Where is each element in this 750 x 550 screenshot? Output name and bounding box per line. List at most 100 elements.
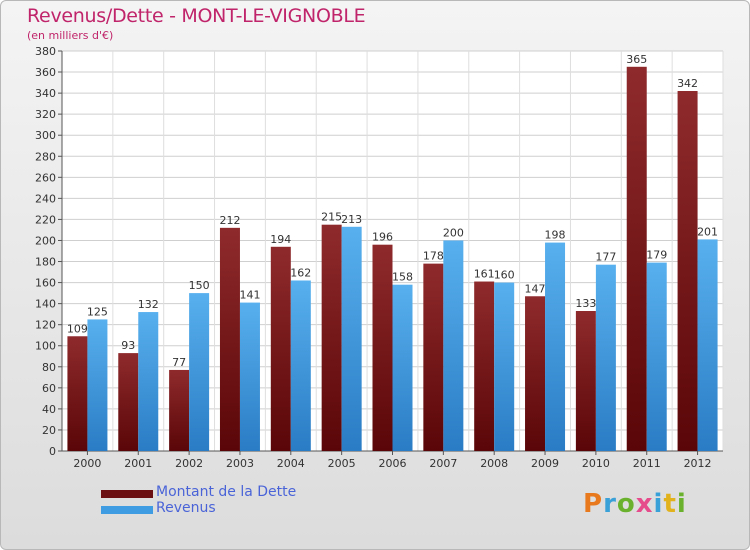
bar-debt — [118, 353, 139, 451]
data-label-debt: 212 — [219, 214, 240, 227]
y-tick-label: 200 — [35, 234, 56, 247]
data-label-revenue: 213 — [341, 213, 362, 226]
bar-debt — [67, 336, 88, 451]
x-tick-label: 2004 — [277, 457, 305, 470]
bar-revenue — [392, 284, 413, 451]
logo-letter: r — [603, 489, 617, 519]
bar-debt — [372, 244, 393, 451]
legend-swatch-revenue — [101, 506, 153, 514]
bar-revenue — [646, 262, 667, 451]
y-tick-label: 160 — [35, 277, 56, 290]
legend-label-revenue: Revenus — [156, 500, 216, 516]
bar-debt — [219, 227, 240, 451]
data-label-revenue: 201 — [697, 225, 718, 238]
x-tick-label: 2000 — [73, 457, 101, 470]
bar-debt — [270, 246, 291, 451]
bar-debt — [169, 369, 190, 451]
x-tick-label: 2002 — [175, 457, 203, 470]
y-tick-label: 260 — [35, 171, 56, 184]
y-tick-label: 380 — [35, 45, 56, 58]
bar-debt — [423, 263, 444, 451]
chart-subtitle: (en milliers d'€) — [27, 29, 114, 42]
y-tick-label: 20 — [42, 424, 56, 437]
data-label-debt: 194 — [270, 233, 291, 246]
bar-debt — [525, 296, 546, 451]
data-label-revenue: 179 — [646, 249, 667, 262]
bar-revenue — [189, 293, 210, 451]
legend-label-debt: Montant de la Dette — [156, 484, 297, 500]
bars — [67, 66, 718, 451]
x-tick-label: 2003 — [226, 457, 254, 470]
data-label-debt: 77 — [172, 356, 186, 369]
proxiti-logo: Proxiti — [583, 489, 687, 519]
data-label-debt: 196 — [372, 231, 393, 244]
data-label-revenue: 160 — [494, 269, 515, 282]
x-tick-label: 2005 — [328, 457, 356, 470]
data-label-debt: 161 — [474, 268, 495, 281]
data-label-debt: 215 — [321, 211, 342, 224]
chart-title: Revenus/Dette - MONT-LE-VIGNOBLE — [27, 5, 366, 27]
y-tick-label: 100 — [35, 340, 56, 353]
y-tick-label: 180 — [35, 256, 56, 269]
bar-debt — [626, 66, 647, 451]
y-tick-label: 140 — [35, 298, 56, 311]
y-tick-label: 280 — [35, 150, 56, 163]
x-tick-label: 2008 — [480, 457, 508, 470]
bar-revenue — [239, 302, 260, 451]
y-tick-label: 120 — [35, 319, 56, 332]
data-label-debt: 133 — [575, 297, 596, 310]
bar-revenue — [290, 280, 311, 451]
data-label-debt: 109 — [67, 322, 88, 335]
data-label-revenue: 125 — [87, 305, 108, 318]
y-tick-label: 320 — [35, 108, 56, 121]
logo-letter: P — [583, 489, 604, 519]
data-label-revenue: 200 — [443, 226, 464, 239]
bar-revenue — [494, 282, 515, 451]
bar-debt — [474, 281, 495, 451]
x-tick-label: 2006 — [379, 457, 407, 470]
logo-letter: x — [635, 489, 654, 519]
bar-revenue — [341, 226, 362, 451]
logo-letter: i — [676, 489, 687, 519]
logo-letter: t — [663, 489, 677, 519]
bar-debt — [677, 91, 698, 451]
y-tick-label: 220 — [35, 213, 56, 226]
bar-revenue — [443, 240, 464, 451]
data-label-debt: 342 — [677, 77, 698, 90]
data-label-revenue: 150 — [189, 279, 210, 292]
data-label-revenue: 141 — [239, 289, 260, 302]
x-tick-label: 2007 — [429, 457, 457, 470]
logo-letter: o — [616, 489, 636, 519]
legend-swatch-debt — [101, 490, 153, 498]
bar-revenue — [138, 312, 159, 451]
y-tick-label: 40 — [42, 403, 56, 416]
x-tick-label: 2012 — [684, 457, 712, 470]
y-tick-label: 240 — [35, 192, 56, 205]
data-label-revenue: 132 — [138, 298, 159, 311]
bar-revenue — [595, 264, 616, 451]
y-tick-label: 0 — [49, 445, 56, 458]
y-tick-label: 60 — [42, 382, 56, 395]
data-label-revenue: 162 — [290, 266, 311, 279]
y-tick-label: 80 — [42, 361, 56, 374]
x-tick-label: 2010 — [582, 457, 610, 470]
bar-revenue — [545, 242, 566, 451]
logo-letter: i — [653, 489, 664, 519]
data-label-debt: 147 — [525, 282, 546, 295]
x-tick-label: 2009 — [531, 457, 559, 470]
y-tick-label: 300 — [35, 129, 56, 142]
bar-debt — [575, 311, 596, 451]
data-label-revenue: 198 — [545, 229, 566, 242]
x-tick-label: 2001 — [124, 457, 152, 470]
data-label-revenue: 177 — [595, 251, 616, 264]
bar-debt — [321, 224, 342, 451]
y-tick-label: 340 — [35, 87, 56, 100]
data-label-debt: 365 — [626, 53, 647, 66]
bar-revenue — [697, 239, 718, 451]
data-labels: 109 125 93 132 77 150 212 141 194 162 215 213 196 158… — [67, 53, 718, 369]
bar-revenue — [87, 319, 108, 451]
data-label-revenue: 158 — [392, 271, 413, 284]
y-tick-label: 360 — [35, 66, 56, 79]
